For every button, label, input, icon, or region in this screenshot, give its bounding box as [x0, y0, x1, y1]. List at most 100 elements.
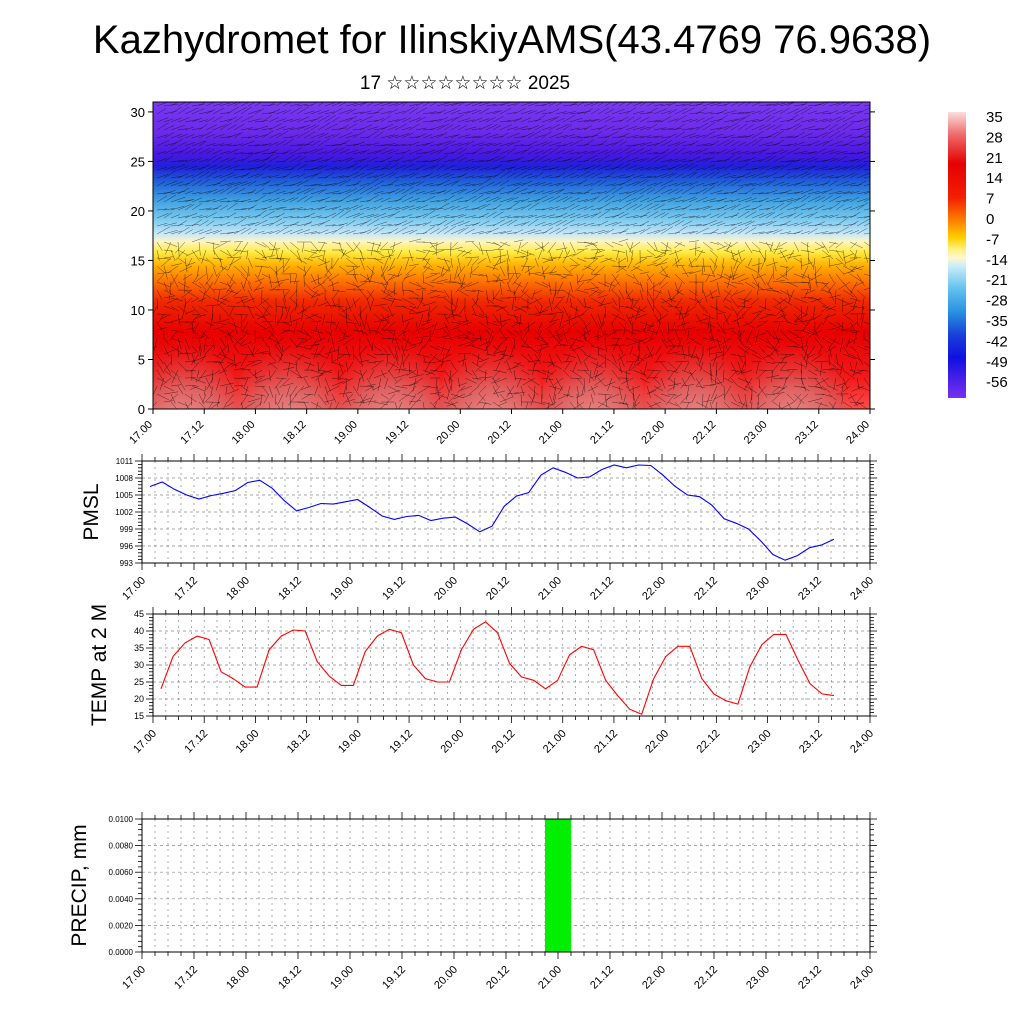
colorbar-labels: 35 28 21 14 7 0 -7 -14 -21 -28 -35 -42 -49 -56: [986, 109, 1008, 391]
colorbar-label: 7: [986, 191, 994, 208]
heat-blob: [153, 327, 239, 409]
x-tick-label: 21.12: [592, 728, 620, 756]
y-tick-label: 45: [134, 609, 144, 619]
x-tick-label: 17.12: [172, 964, 200, 992]
y-tick-label: 30: [134, 660, 144, 670]
x-tick-label: 22.12: [692, 964, 720, 992]
y-tick-label: 0.0080: [109, 842, 134, 851]
y-tick-label: 0.0060: [109, 868, 134, 877]
y-tick-label: 1002: [115, 508, 133, 517]
colorbar-label: -14: [986, 252, 1008, 269]
y-tick-label: 996: [120, 542, 134, 551]
y-tick-label: 0.0040: [109, 895, 134, 904]
heatmap-x-tick-label: 18.00: [230, 419, 258, 447]
heatmap-x-tick-label: 18.12: [281, 419, 309, 447]
heatmap-y-axis: 0 5 10 15 20 25 30: [131, 105, 875, 417]
y-tick-label: 999: [120, 525, 134, 534]
heatmap-x-tick-label: 21.12: [588, 419, 616, 447]
heatmap-x-tick-label: 19.12: [383, 419, 411, 447]
x-tick-label: 18.00: [224, 575, 252, 603]
heatmap-y-tick-label: 5: [138, 352, 145, 367]
x-tick-label: 20.12: [490, 728, 518, 756]
chart-subtitle: 17 ☆☆☆☆☆☆☆☆ 2025: [359, 73, 571, 94]
heatmap-x-tick-label: 20.12: [486, 419, 514, 447]
x-tick-label: 19.12: [387, 728, 415, 756]
x-tick-label: 17.00: [120, 964, 148, 992]
heatmap-y-tick-label: 0: [138, 402, 145, 417]
x-tick-label: 17.00: [120, 575, 148, 603]
x-tick-label: 20.00: [438, 728, 466, 756]
chart-title: Kazhydromet for IlinskiyAMS(43.4769 76.9…: [92, 18, 932, 62]
x-tick-label: 23.12: [797, 728, 825, 756]
precip-bar: [545, 819, 571, 952]
heatmap-y-tick-label: 10: [131, 303, 145, 318]
x-tick-label: 21.00: [536, 964, 564, 992]
heatmap-x-tick-label: 23.12: [793, 419, 821, 447]
y-tick-label: 0.0020: [109, 921, 134, 930]
heat-blob: [643, 327, 748, 409]
x-tick-label: 18.00: [224, 964, 252, 992]
x-tick-label: 20.00: [432, 964, 460, 992]
x-tick-label: 22.12: [695, 728, 723, 756]
heatmap-x-tick-label: 20.00: [434, 419, 462, 447]
heatmap-y-tick-label: 20: [131, 204, 145, 219]
colorbar-label: -21: [986, 272, 1008, 289]
x-tick-label: 19.00: [328, 964, 356, 992]
temperature-heatmap-panel: 0 5 10 15 20 25 30 17.00 17.12 18.00 18.12 19.00 19…: [127, 101, 875, 447]
x-tick-label: 19.12: [380, 575, 408, 603]
colorbar-label: 35: [986, 109, 1003, 126]
heatmap-y-tick-label: 15: [131, 253, 145, 268]
heatmap-x-tick-label: 21.00: [537, 419, 565, 447]
wind-vector-field: [153, 102, 870, 409]
x-tick-label: 22.00: [640, 964, 668, 992]
temp-2m-line: [160, 621, 835, 716]
y-tick-label: 1008: [115, 474, 133, 483]
x-tick-label: 19.00: [328, 575, 356, 603]
x-tick-label: 24.00: [848, 964, 876, 992]
x-tick-label: 17.12: [172, 575, 200, 603]
colorbar-label: 21: [986, 150, 1003, 167]
y-tick-label: 1005: [115, 491, 133, 500]
x-tick-label: 21.12: [588, 575, 616, 603]
x-tick-label: 17.00: [131, 728, 159, 756]
x-tick-label: 19.12: [380, 964, 408, 992]
temp-axis-label: TEMP at 2 M: [88, 604, 111, 726]
heatmap-x-tick-label: 17.12: [178, 419, 206, 447]
y-tick-label: 40: [134, 626, 144, 636]
colorbar-label: 14: [986, 170, 1003, 187]
x-tick-label: 18.12: [276, 575, 304, 603]
x-tick-label: 23.12: [796, 964, 824, 992]
x-tick-label: 21.00: [541, 728, 569, 756]
colorbar-label: -42: [986, 333, 1008, 350]
heatmap-x-tick-label: 24.00: [844, 419, 872, 447]
colorbar-gradient: [948, 112, 966, 398]
y-tick-label: 20: [134, 694, 144, 704]
x-tick-label: 24.00: [848, 575, 876, 603]
x-tick-label: 20.00: [432, 575, 460, 603]
colorbar-label: 0: [986, 211, 994, 228]
x-tick-label: 17.12: [182, 728, 210, 756]
x-tick-label: 23.00: [746, 728, 774, 756]
heatmap-y-tick-label: 25: [131, 154, 145, 169]
x-tick-label: 18.00: [234, 728, 262, 756]
colorbar-label: -56: [986, 374, 1008, 391]
colorbar: 35 28 21 14 7 0 -7 -14 -21 -28 -35 -42 -49 -56: [948, 109, 1008, 398]
pmsl-panel: 993 996 999 1002 1005 1008 1011 17.00 17.12 18.00…: [80, 454, 877, 603]
x-tick-label: 20.12: [484, 575, 512, 603]
x-tick-label: 20.12: [484, 964, 512, 992]
heatmap-x-axis: 17.00 17.12 18.00 18.12 19.00 19.12 20.00 20.12…: [127, 409, 872, 447]
wind-vectors: [153, 102, 870, 409]
colorbar-label: -28: [986, 293, 1008, 310]
x-tick-label: 23.00: [744, 575, 772, 603]
x-tick-label: 22.00: [643, 728, 671, 756]
temp-2m-panel: 15 20 25 30 35 40 45 17.00 17.12 18.00 18.12 19.00 1…: [88, 604, 877, 756]
x-tick-label: 22.12: [692, 575, 720, 603]
pmsl-line: [149, 464, 835, 561]
y-tick-label: 0.0100: [109, 815, 134, 824]
x-tick-label: 22.00: [640, 575, 668, 603]
y-tick-label: 0.0000: [109, 948, 134, 957]
heatmap-x-tick-label: 22.00: [639, 419, 667, 447]
y-tick-label: 25: [134, 677, 144, 687]
y-tick-label: 15: [134, 711, 144, 721]
